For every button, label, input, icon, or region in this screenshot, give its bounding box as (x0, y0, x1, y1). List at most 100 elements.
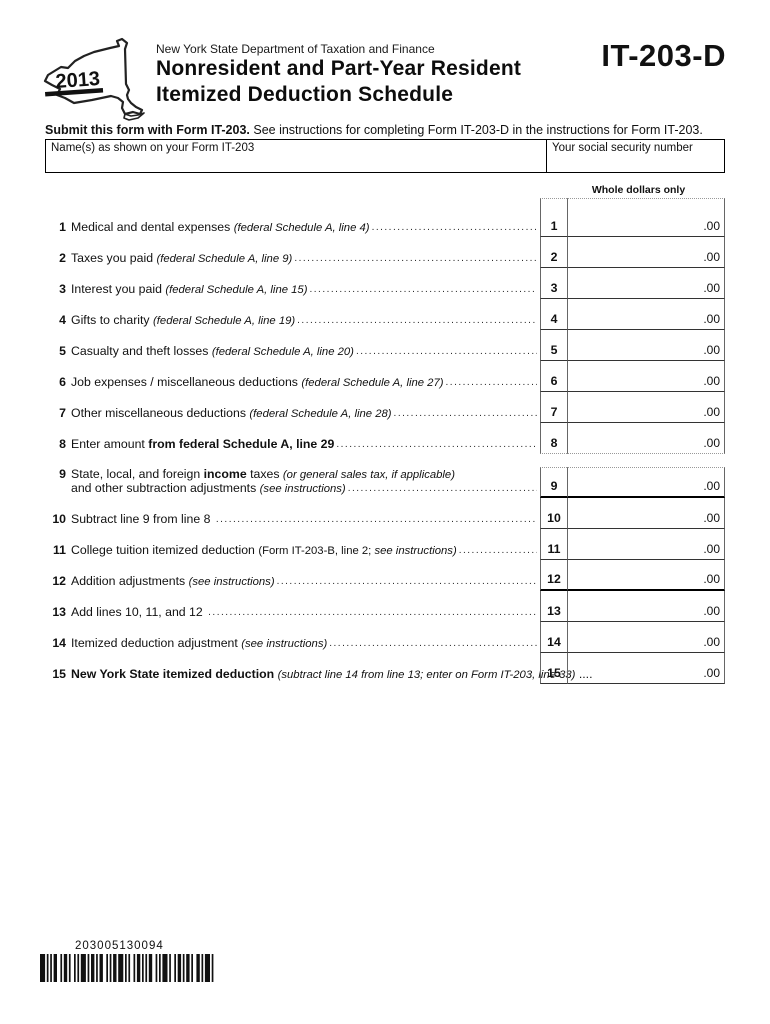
line-3-label: 3 Interest you paid (federal Schedule A, … (45, 268, 540, 299)
line-6-label: 6 Job expenses / miscellaneous deductions… (45, 361, 540, 392)
barcode-number: 203005130094 (75, 940, 164, 952)
name-field[interactable]: Name(s) as shown on your Form IT-203 (46, 140, 546, 172)
line-3-amount-field[interactable]: .00 (567, 268, 725, 299)
line-number: 11 (53, 543, 66, 557)
line-label-text-row: 5 Casualty and theft losses (federal Sche… (45, 344, 537, 358)
amount-decimal-suffix: .00 (703, 572, 720, 586)
line-label-segment: (federal Schedule A, line 28) (249, 408, 392, 420)
line-12-amount-field[interactable]: .00 (567, 560, 725, 591)
form-line-row-14: 14 Itemized deduction adjustment (see ins… (45, 622, 725, 653)
amount-decimal-suffix: .00 (703, 542, 720, 556)
amount-decimal-suffix: .00 (703, 635, 720, 649)
line-5-number-box: 5 (540, 330, 567, 361)
line-number: 1 (59, 220, 66, 234)
line-label-segment: see instructions) (374, 545, 457, 557)
line-label-text-row: 2 Taxes you paid (federal Schedule A, lin… (45, 251, 537, 265)
line-label-segment: Enter amount (71, 437, 149, 451)
line-label-segment: (federal Schedule A, line 19) (153, 315, 296, 327)
line-number: 15 (52, 667, 66, 681)
dotted-leader (277, 576, 537, 587)
line-label-segment: (federal Schedule A, line 27) (301, 377, 444, 389)
form-number: IT-203-D (601, 38, 726, 73)
line-label-segment: Casualty and theft losses (71, 344, 212, 358)
amount-decimal-suffix: .00 (703, 666, 720, 680)
line-11-amount-field[interactable]: .00 (567, 529, 725, 560)
line-label-segment: (see instructions) (259, 483, 346, 495)
line-11-number-box: 11 (540, 529, 567, 560)
form-line-row-9: 9 State, local, and foreign income taxes … (45, 467, 725, 498)
line-label-text-row: 7 Other miscellaneous deductions (federal… (45, 406, 537, 420)
line-label-segment: (federal Schedule A, line 20) (211, 346, 354, 358)
line-13-amount-field[interactable]: .00 (567, 591, 725, 622)
line-label-text-row: 14 Itemized deduction adjustment (see ins… (45, 636, 537, 650)
ny-state-outline (43, 37, 144, 116)
dotted-leader (329, 638, 537, 649)
line-label-text-row: 6 Job expenses / miscellaneous deductions… (45, 375, 537, 389)
line-label-segment: Interest you paid (71, 282, 166, 296)
line-14-amount-field[interactable]: .00 (567, 622, 725, 653)
line-number: 6 (59, 375, 66, 389)
line-label-segment: Taxes you paid (71, 251, 157, 265)
amount-decimal-suffix: .00 (703, 604, 720, 618)
line-2-number-box: 2 (540, 237, 567, 268)
line-label-segment: .... (575, 667, 593, 681)
line-4-amount-field[interactable]: .00 (567, 299, 725, 330)
form-line-row-3: 3 Interest you paid (federal Schedule A, … (45, 268, 725, 299)
form-line-row-1: 1 Medical and dental expenses (federal Sc… (45, 198, 725, 237)
line-label-segment: Other miscellaneous deductions (71, 406, 250, 420)
line-number: 7 (59, 406, 66, 420)
form-line-row-4: 4 Gifts to charity (federal Schedule A, l… (45, 299, 725, 330)
line-label-segment: New York State itemized deduction (71, 667, 278, 681)
line-14-label: 14 Itemized deduction adjustment (see ins… (45, 622, 540, 653)
line-13-label: 13 Add lines 10, 11, and 12 (45, 591, 540, 622)
amount-decimal-suffix: .00 (703, 405, 720, 419)
amount-decimal-suffix: .00 (703, 374, 720, 388)
line-5-label: 5 Casualty and theft losses (federal Sche… (45, 330, 540, 361)
line-number: 14 (52, 636, 66, 650)
line-15-amount-field[interactable]: .00 (567, 653, 725, 684)
line-8-number-box: 8 (540, 423, 567, 454)
identity-box: Name(s) as shown on your Form IT-203 You… (45, 139, 725, 173)
line-10-amount-field[interactable]: .00 (567, 498, 725, 529)
dotted-leader (216, 514, 537, 525)
form-line-row-6: 6 Job expenses / miscellaneous deductions… (45, 361, 725, 392)
line-7-number-box: 7 (540, 392, 567, 423)
amount-decimal-suffix: .00 (703, 343, 720, 357)
ssn-field[interactable]: Your social security number (546, 140, 724, 172)
line-label-segment: (see instructions) (188, 576, 275, 588)
line-7-amount-field[interactable]: .00 (567, 392, 725, 423)
submit-instruction: Submit this form with Form IT-203. See i… (45, 123, 703, 137)
line-8-amount-field[interactable]: .00 (567, 423, 725, 454)
line-label-segment: income (203, 467, 247, 481)
line-label-segment: and other subtraction adjustments (71, 481, 260, 495)
line-9-amount-field[interactable]: .00 (567, 467, 725, 498)
line-1-amount-field[interactable]: .00 (567, 198, 725, 237)
line-5-amount-field[interactable]: .00 (567, 330, 725, 361)
name-field-label: Name(s) as shown on your Form IT-203 (51, 142, 255, 154)
form-line-row-10: 10 Subtract line 9 from line 8 10 .00 (45, 498, 725, 529)
line-label-text-row: 15 New York State itemized deduction (sub… (45, 667, 592, 681)
line-13-number-box: 13 (540, 591, 567, 622)
amount-decimal-suffix: .00 (703, 312, 720, 326)
line-label-segment: Addition adjustments (71, 574, 189, 588)
line-label-text-row: 9 State, local, and foreign income taxes … (45, 467, 537, 481)
line-number: 4 (59, 313, 66, 327)
form-line-row-8: 8 Enter amount from federal Schedule A, l… (45, 423, 725, 454)
line-6-amount-field[interactable]: .00 (567, 361, 725, 392)
line-label-segment: (Form IT-203-B, line 2; (258, 545, 375, 557)
dotted-leader (356, 346, 537, 357)
form-line-row-13: 13 Add lines 10, 11, and 12 13 .00 (45, 591, 725, 622)
line-label-segment: College tuition itemized deduction (71, 543, 259, 557)
line-label-text-row: and other subtraction adjustments (see i… (45, 481, 537, 495)
barcode (40, 954, 214, 982)
line-label-segment: (see instructions) (241, 638, 328, 650)
form-line-row-7: 7 Other miscellaneous deductions (federal… (45, 392, 725, 423)
line-label-text-row: 10 Subtract line 9 from line 8 (45, 512, 537, 526)
line-label-segment: (subtract line 14 from line 13; enter on… (277, 669, 576, 681)
line-2-amount-field[interactable]: .00 (567, 237, 725, 268)
line-label-segment: Subtract line 9 from line 8 (71, 512, 214, 526)
line-2-label: 2 Taxes you paid (federal Schedule A, lin… (45, 237, 540, 268)
line-1-number-box: 1 (540, 198, 567, 237)
form-line-row-5: 5 Casualty and theft losses (federal Sche… (45, 330, 725, 361)
